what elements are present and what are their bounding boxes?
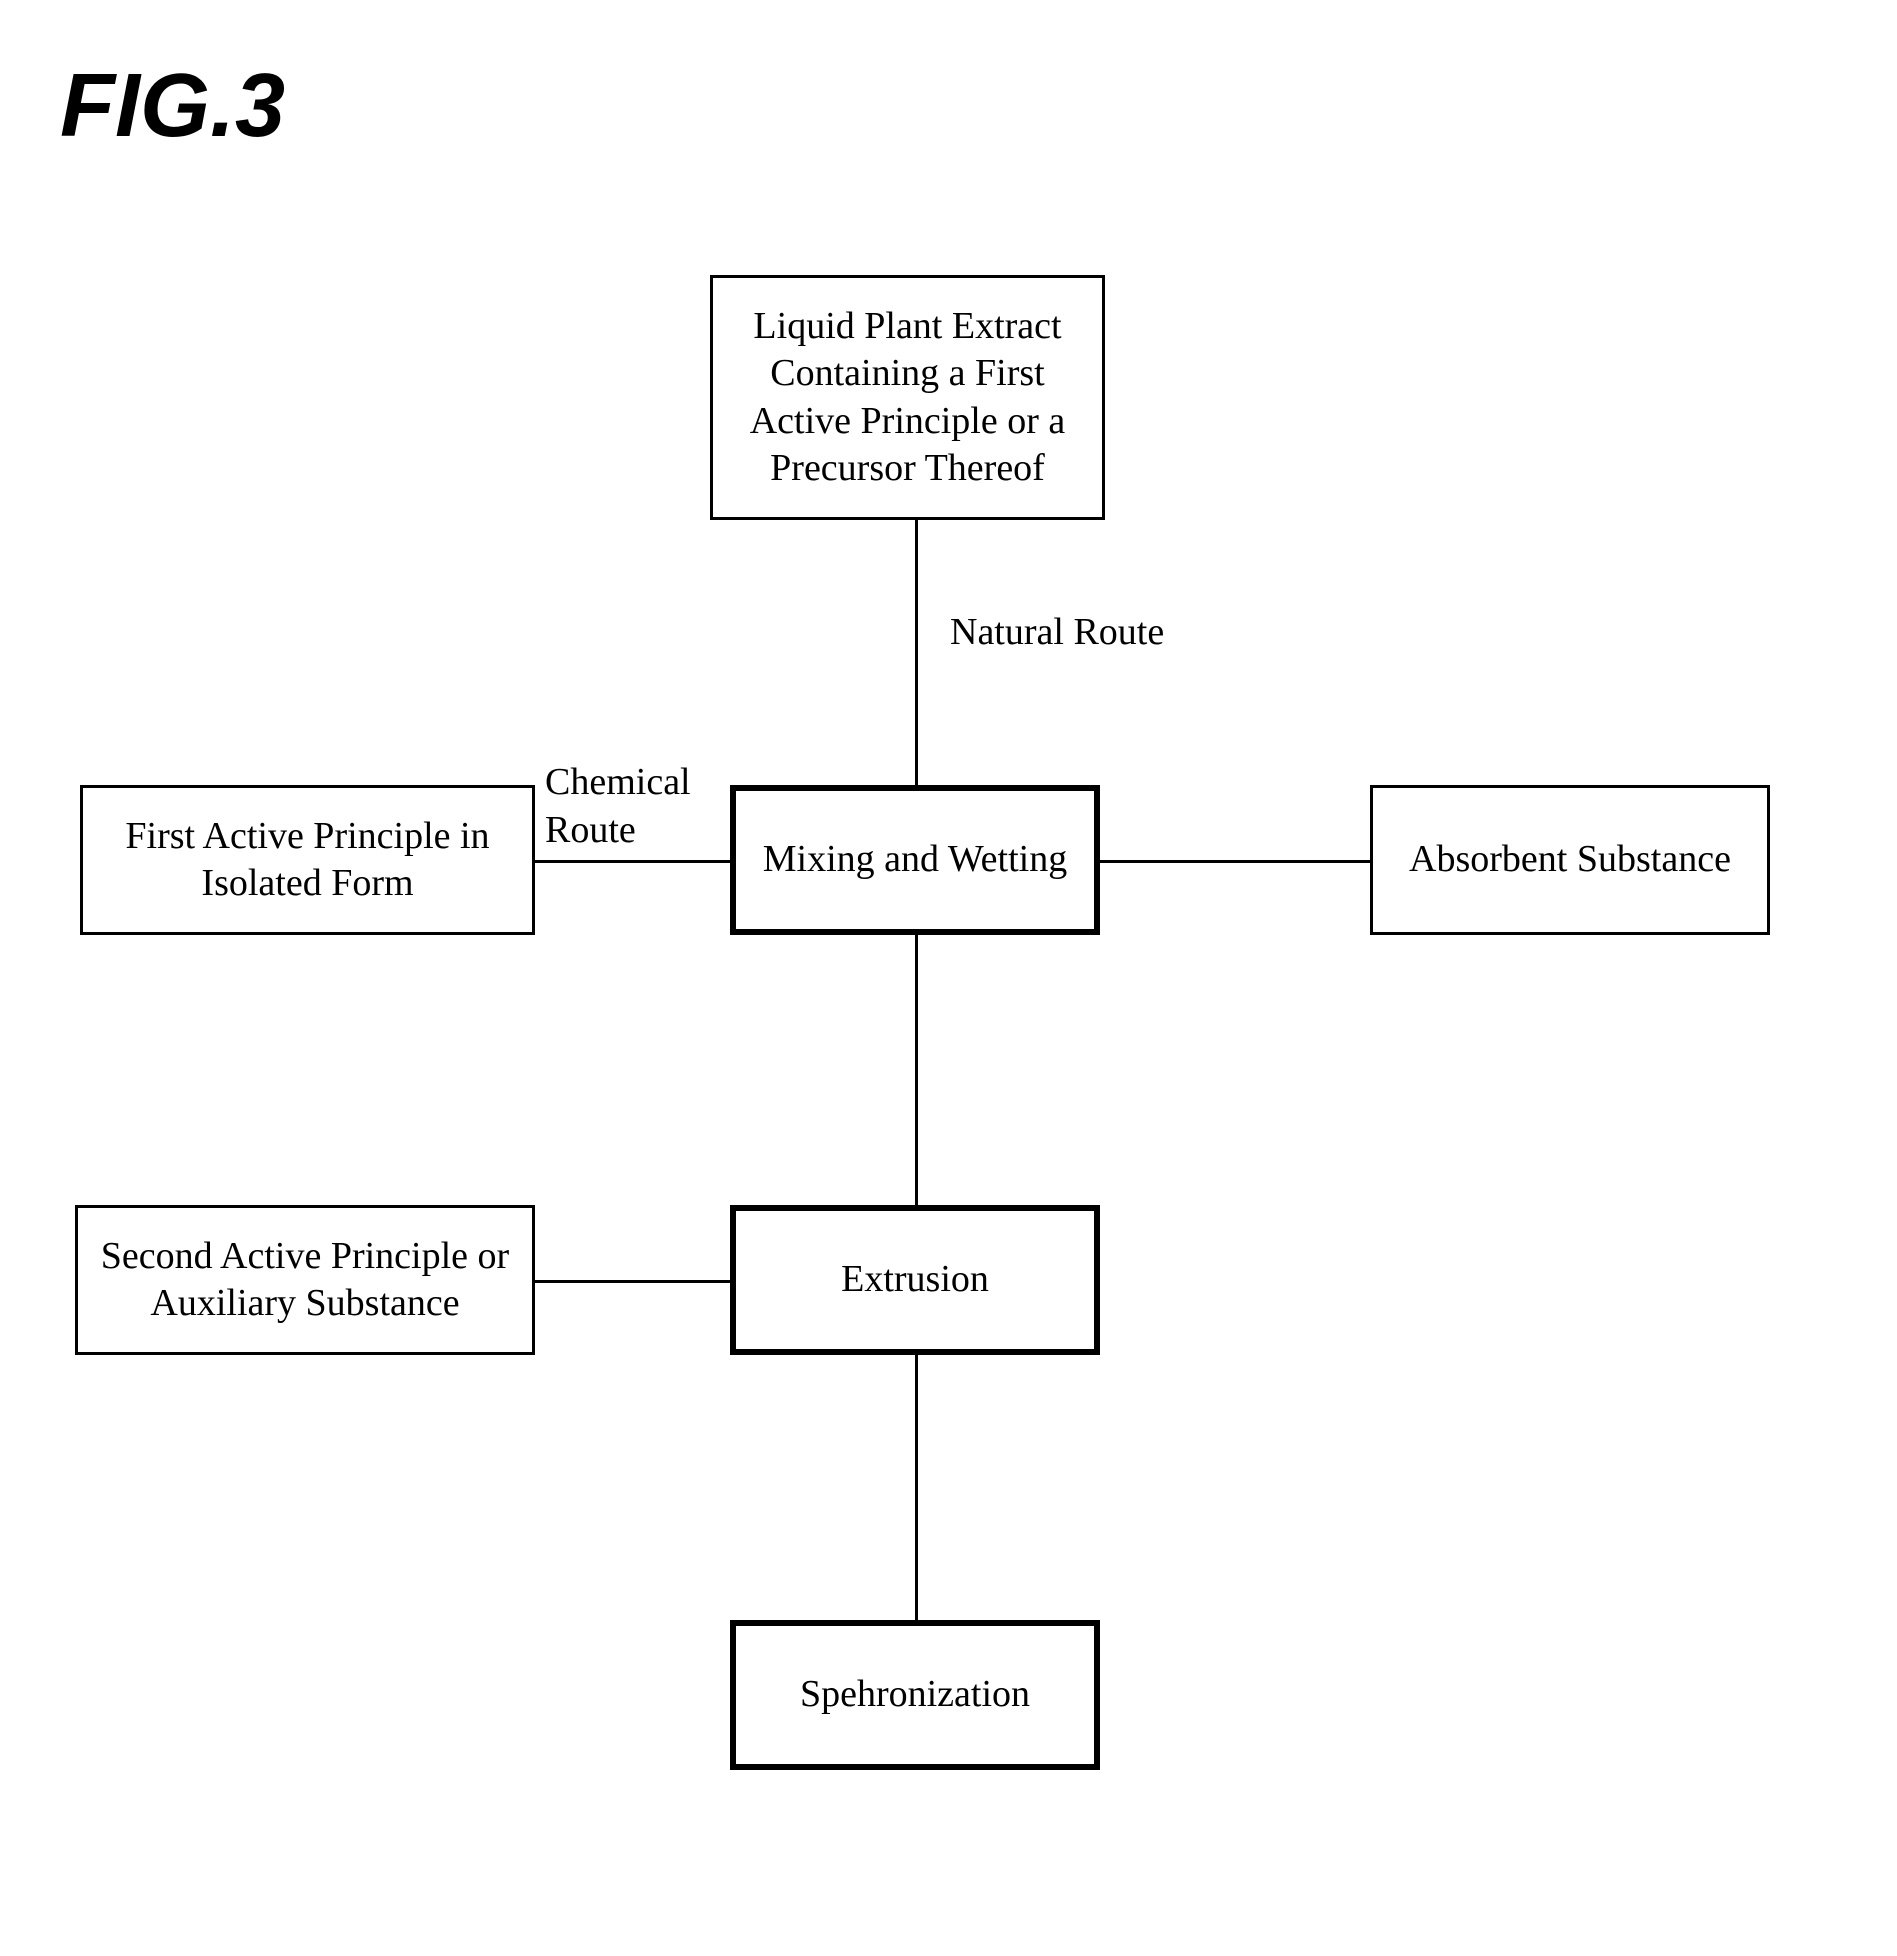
node-first-active: First Active Principle in Isolated Form xyxy=(80,785,535,935)
node-second-active: Second Active Principle or Auxiliary Sub… xyxy=(75,1205,535,1355)
flowchart-canvas: FIG.3 Liquid Plant Extract Containing a … xyxy=(0,0,1897,1956)
node-absorbent: Absorbent Substance xyxy=(1370,785,1770,935)
node-spheronization: Spehronization xyxy=(730,1620,1100,1770)
node-extrusion: Extrusion xyxy=(730,1205,1100,1355)
label-chemical-route-1: Chemical xyxy=(545,760,691,804)
connector-4 xyxy=(535,1280,730,1283)
connector-3 xyxy=(915,935,918,1205)
label-natural-route: Natural Route xyxy=(950,610,1164,654)
label-chemical-route-2: Route xyxy=(545,808,636,852)
node-liquid-extract: Liquid Plant Extract Containing a First … xyxy=(710,275,1105,520)
node-mixing: Mixing and Wetting xyxy=(730,785,1100,935)
connector-1 xyxy=(535,860,730,863)
figure-title: FIG.3 xyxy=(60,55,285,158)
connector-2 xyxy=(1100,860,1370,863)
connector-5 xyxy=(915,1355,918,1620)
connector-0 xyxy=(915,520,918,785)
